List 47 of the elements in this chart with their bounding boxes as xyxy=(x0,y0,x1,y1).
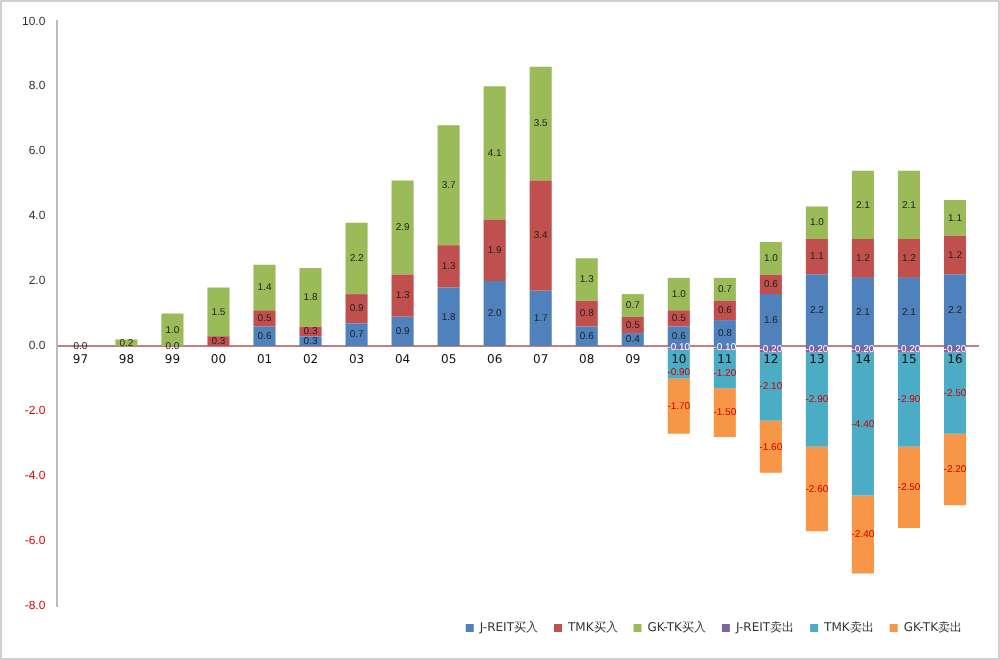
bar xyxy=(943,274,967,347)
bar xyxy=(207,287,230,337)
bar xyxy=(483,281,506,347)
bar xyxy=(851,495,874,574)
bar xyxy=(575,258,598,301)
bar xyxy=(943,235,967,275)
bar xyxy=(529,66,552,181)
bar xyxy=(943,199,967,236)
bar xyxy=(851,170,874,239)
bar xyxy=(943,433,967,506)
bar xyxy=(299,268,322,327)
bar xyxy=(897,170,920,239)
bar xyxy=(391,180,414,275)
bar xyxy=(253,264,276,311)
bar xyxy=(805,352,828,447)
bar xyxy=(851,238,874,278)
bar xyxy=(759,352,782,421)
bar xyxy=(345,323,368,347)
bar xyxy=(437,287,460,347)
bar xyxy=(437,245,460,288)
bar xyxy=(667,378,690,434)
bar xyxy=(345,222,368,295)
bar xyxy=(943,352,967,434)
bar xyxy=(759,294,782,347)
bar xyxy=(759,242,782,275)
bar xyxy=(897,446,920,529)
bar xyxy=(483,86,506,220)
bar xyxy=(437,125,460,246)
bar xyxy=(529,180,552,291)
bar xyxy=(713,388,736,438)
bar xyxy=(897,277,920,347)
bar xyxy=(851,277,874,347)
bar xyxy=(621,294,644,317)
bar xyxy=(805,274,828,347)
bar xyxy=(759,420,782,473)
bar xyxy=(805,206,828,239)
bar xyxy=(529,290,552,347)
bar xyxy=(713,277,736,301)
bar xyxy=(897,238,920,278)
bar xyxy=(851,352,874,496)
bar xyxy=(897,352,920,447)
bar xyxy=(483,219,506,282)
bar xyxy=(805,238,828,275)
bar xyxy=(253,310,276,327)
bar xyxy=(667,277,690,311)
bar xyxy=(805,446,828,532)
bar xyxy=(391,274,414,317)
